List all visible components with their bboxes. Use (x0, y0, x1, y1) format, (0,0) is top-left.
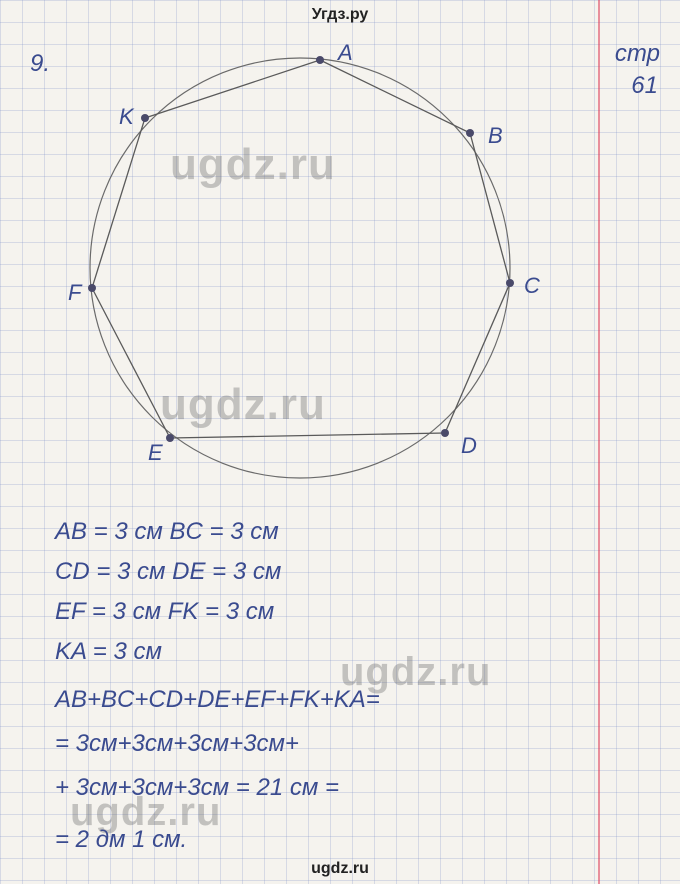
edge-BC (470, 133, 510, 283)
line-4: KA = 3 см (55, 638, 162, 666)
page-ref-top: стр (615, 40, 660, 68)
vertex-label-A: A (338, 40, 353, 66)
footer-site: ugdz.ru (311, 860, 369, 878)
vertex-label-B: B (488, 123, 503, 149)
edge-CD (445, 283, 510, 433)
line-1: AB = 3 см BC = 3 см (55, 518, 279, 546)
vertex-B (466, 129, 474, 137)
header-site: Угдз.ру (312, 6, 369, 24)
vertex-D (441, 429, 449, 437)
vertex-label-K: K (119, 104, 134, 130)
line-7: + 3см+3см+3см = 21 см = (55, 774, 339, 802)
edge-EF (92, 288, 170, 438)
line-2: CD = 3 см DE = 3 см (55, 558, 281, 586)
watermark-2: ugdz.ru (160, 380, 326, 430)
vertex-C (506, 279, 514, 287)
vertex-label-D: D (461, 433, 477, 459)
vertex-label-E: E (148, 440, 163, 466)
edge-AB (320, 60, 470, 133)
line-3: EF = 3 см FK = 3 см (55, 598, 274, 626)
margin-line (598, 0, 600, 884)
vertex-label-C: C (524, 273, 540, 299)
vertex-K (141, 114, 149, 122)
problem-number: 9. (30, 50, 50, 78)
watermark-1: ugdz.ru (170, 140, 336, 190)
line-6: = 3см+3см+3см+3см+ (55, 730, 299, 758)
vertex-F (88, 284, 96, 292)
vertex-A (316, 56, 324, 64)
page-ref-num: 61 (631, 72, 658, 100)
vertex-E (166, 434, 174, 442)
line-5: AB+BC+CD+DE+EF+FK+KA= (55, 686, 380, 714)
line-8: = 2 дм 1 см. (55, 826, 187, 854)
edge-DE (170, 433, 445, 438)
vertex-label-F: F (68, 280, 81, 306)
